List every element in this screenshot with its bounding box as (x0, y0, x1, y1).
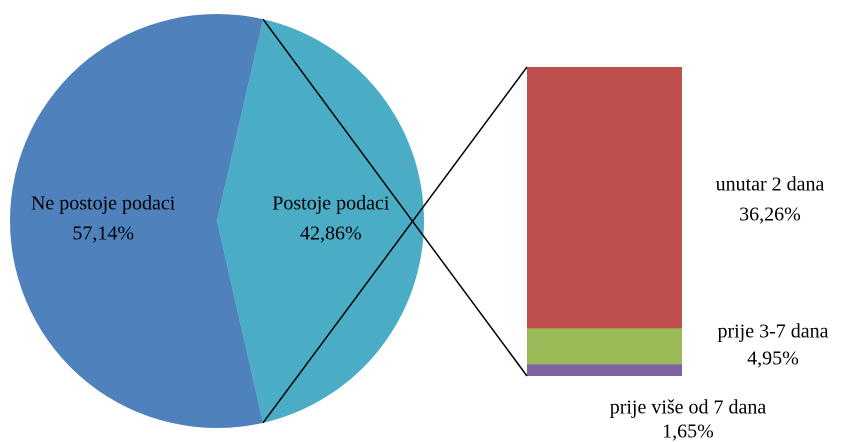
segment-label: unutar 2 dana (716, 174, 825, 196)
bar-segment (527, 328, 682, 365)
connector-line (262, 18, 528, 377)
bar-segment (527, 364, 682, 376)
segment-label: prije više od 7 dana (610, 397, 767, 419)
slice-value-label: 57,14% (72, 223, 134, 245)
bar-segment (527, 67, 682, 329)
pie-slice (9, 13, 264, 428)
pie-slice (217, 19, 424, 423)
slice-label: Postoje podaci (272, 193, 390, 215)
connector-line (262, 66, 528, 424)
segment-label: prije 3-7 dana (717, 321, 828, 343)
segment-value-label: 1,65% (662, 421, 714, 442)
segment-value-label: 4,95% (747, 348, 799, 370)
slice-label: Ne postoje podaci (31, 193, 176, 215)
slice-value-label: 42,86% (300, 223, 362, 245)
segment-value-label: 36,26% (739, 204, 801, 226)
